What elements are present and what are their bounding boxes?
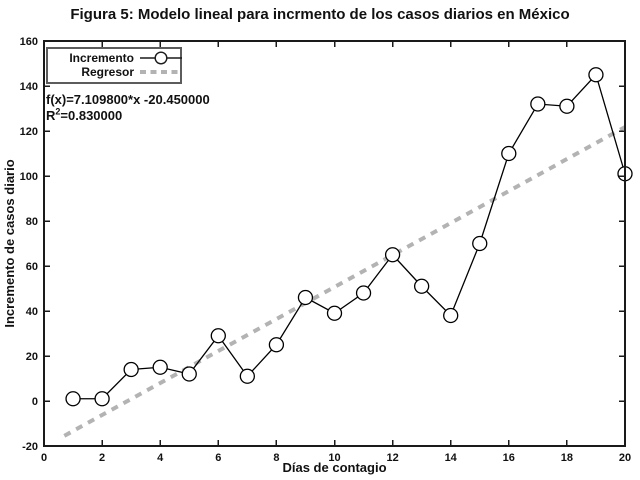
legend-item-incremento: Incremento [52,51,182,65]
data-point [123,361,139,378]
legend-label-incremento: Incremento [69,51,134,65]
y-tick-label: 0 [32,396,38,408]
data-point [94,391,110,407]
data-point [297,289,314,306]
x-tick-label: 4 [157,452,164,464]
data-point [530,96,546,112]
dashed-line-icon [140,70,182,74]
data-point [413,278,430,294]
data-point [559,98,575,114]
data-point [239,368,256,384]
y-tick-label: 60 [26,261,38,273]
legend: Incremento Regresor [46,47,182,84]
data-point [326,305,343,321]
fit-equation: f(x)=7.109800*x -20.450000 [46,92,210,107]
x-tick-label: 12 [386,452,398,464]
x-tick-label: 20 [619,452,631,464]
data-point [472,235,488,252]
data-point [210,328,226,344]
x-axis-label: Días de contagio [282,460,386,475]
x-tick-label: 8 [273,452,279,464]
chart-title: Figura 5: Modelo lineal para incrmento d… [70,6,570,23]
fit-r-squared: R2=0.830000 [46,106,123,123]
regression-line [63,125,626,438]
fit-annotation: f(x)=7.109800*x -20.450000 R2=0.830000 [46,92,210,124]
y-tick-label: 140 [20,81,38,93]
x-tick-label: 16 [503,452,515,464]
x-tick-label: 2 [99,452,105,464]
y-tick-label: 100 [20,171,38,183]
x-tick-label: 6 [215,452,221,464]
y-tick-label: 120 [20,126,38,138]
y-axis-label: Incremento de casos diario [2,159,17,327]
x-tick-label: 18 [561,452,573,464]
y-tick-label: 20 [26,351,38,363]
y-tick-label: 160 [20,36,38,48]
data-point [443,307,459,324]
legend-item-regresor: Regresor [52,65,182,79]
legend-label-regresor: Regresor [81,65,134,79]
data-point [268,337,285,353]
y-tick-label: 40 [26,306,38,318]
x-tick-label: 14 [445,452,458,464]
data-point [152,359,168,375]
data-point [384,247,401,263]
data-point [65,391,81,407]
x-tick-label: 0 [41,452,47,464]
line-circle-marker-icon [140,51,182,65]
data-point [501,145,517,162]
y-tick-label: -20 [22,441,38,453]
y-tick-label: 80 [26,216,38,228]
data-point [588,67,604,83]
data-point [355,285,372,301]
x-tick-label: 10 [328,452,340,464]
data-point [181,366,197,382]
